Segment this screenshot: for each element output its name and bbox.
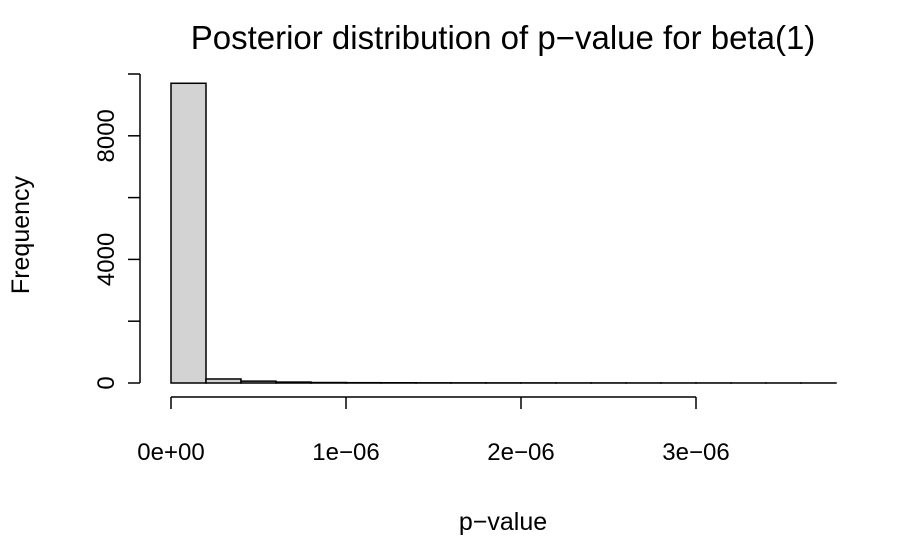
x-tick-label: 3e−06 — [662, 439, 729, 466]
y-axis: 0 4000 8000 — [93, 73, 141, 390]
histogram-bars — [170, 82, 837, 384]
x-tick-label: 2e−06 — [487, 439, 554, 466]
histogram-bar — [205, 378, 242, 384]
histogram-bar — [240, 380, 277, 384]
y-tick-label: 4000 — [93, 233, 120, 286]
x-tick-label: 1e−06 — [312, 439, 379, 466]
x-axis-label: p−value — [459, 508, 547, 536]
chart-title: Posterior distribution of p−value for be… — [191, 19, 816, 56]
y-tick-label: 8000 — [93, 109, 120, 162]
y-axis-label: Frequency — [7, 175, 35, 294]
histogram-bar — [170, 82, 207, 384]
x-axis: 0e+00 1e−06 2e−06 3e−06 — [137, 396, 730, 466]
x-tick-label: 0e+00 — [137, 439, 204, 466]
y-tick-label: 0 — [93, 376, 120, 389]
histogram-bar — [275, 381, 312, 384]
